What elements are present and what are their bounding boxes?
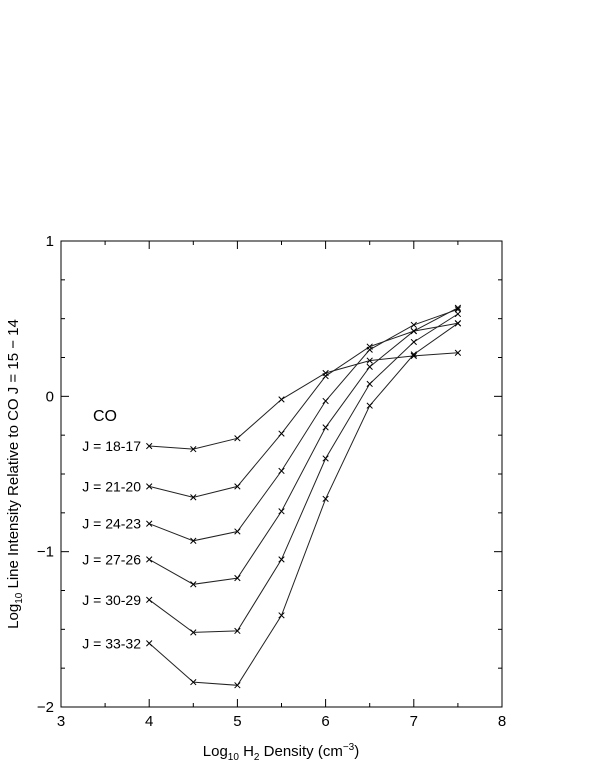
- data-point-marker: [190, 629, 197, 636]
- y-tick-label: 0: [46, 388, 54, 405]
- data-point-marker: [410, 338, 417, 346]
- data-point-marker: [322, 372, 329, 380]
- data-point-marker: [454, 320, 462, 327]
- y-tick-label: −2: [37, 699, 54, 716]
- series-label: J = 33-32: [82, 635, 141, 651]
- x-tick-label: 4: [145, 713, 153, 730]
- data-point-marker: [190, 445, 197, 453]
- data-point-marker: [278, 396, 285, 403]
- series-label: J = 30-29: [82, 592, 141, 608]
- data-point-marker: [234, 483, 241, 490]
- data-point-marker: [366, 363, 373, 370]
- co-annotation: CO: [93, 408, 117, 425]
- data-point-marker: [234, 574, 241, 582]
- data-point-marker: [322, 397, 329, 405]
- data-point-marker: [410, 321, 417, 329]
- data-point-marker: [454, 304, 462, 311]
- data-point-marker: [366, 380, 373, 388]
- series-label: J = 21-20: [82, 478, 141, 494]
- x-axis-label: Log10 H2 Density (cm−3): [203, 742, 359, 763]
- data-point-marker: [278, 612, 285, 619]
- data-point-marker: [278, 430, 285, 437]
- series-line: [148, 307, 459, 585]
- data-point-marker: [322, 495, 329, 503]
- data-point-marker: [410, 351, 417, 358]
- data-point-marker: [366, 402, 373, 409]
- data-point-marker: [146, 442, 153, 450]
- data-point-marker: [410, 352, 417, 360]
- x-tick-label: 6: [321, 713, 329, 730]
- y-tick-label: −1: [37, 544, 54, 561]
- data-point-marker: [146, 556, 153, 563]
- series-label: J = 24-23: [82, 516, 141, 532]
- x-tick-label: 8: [498, 713, 506, 730]
- data-point-marker: [410, 327, 417, 335]
- data-point-marker: [190, 537, 197, 544]
- series-line: [149, 308, 459, 542]
- series-group: [146, 304, 462, 689]
- data-point-marker: [234, 528, 241, 535]
- data-point-marker: [322, 455, 329, 462]
- x-tick-label: 3: [57, 713, 65, 730]
- series-label: J = 27-26: [82, 551, 141, 567]
- data-point-marker: [146, 640, 153, 647]
- data-point-marker: [190, 678, 197, 686]
- series-line: [148, 313, 459, 633]
- data-point-marker: [190, 581, 197, 588]
- data-point-marker: [366, 346, 373, 353]
- data-point-marker: [146, 596, 153, 603]
- tick-group: 3 4 5 6 7 8 −2 −1 0 1: [37, 233, 506, 730]
- y-tick-label: 1: [46, 233, 54, 250]
- x-tick-label: 7: [410, 713, 418, 730]
- data-point-marker: [278, 467, 285, 475]
- data-point-marker: [146, 483, 153, 490]
- series-line: [149, 352, 458, 450]
- data-point-marker: [278, 508, 285, 515]
- data-point-marker: [234, 682, 241, 689]
- series-label-group: J = 18-17 J = 21-20 J = 24-23 J = 27-26 J = …: [82, 438, 141, 651]
- data-point-marker: [146, 520, 153, 527]
- data-point-marker: [366, 357, 373, 364]
- data-point-marker: [454, 349, 462, 356]
- data-point-marker: [278, 556, 285, 563]
- series-line: [149, 322, 458, 498]
- series-label: J = 18-17: [82, 438, 141, 454]
- data-point-marker: [454, 310, 462, 318]
- data-point-marker: [322, 424, 329, 431]
- data-point-marker: [454, 306, 462, 313]
- data-point-marker: [234, 435, 241, 442]
- data-point-marker: [234, 627, 241, 635]
- x-tick-label: 5: [233, 713, 241, 730]
- y-axis-label: Log10 Line Intensity Relative to CO J = …: [5, 319, 25, 629]
- series-line: [148, 322, 459, 686]
- data-point-marker: [190, 494, 197, 501]
